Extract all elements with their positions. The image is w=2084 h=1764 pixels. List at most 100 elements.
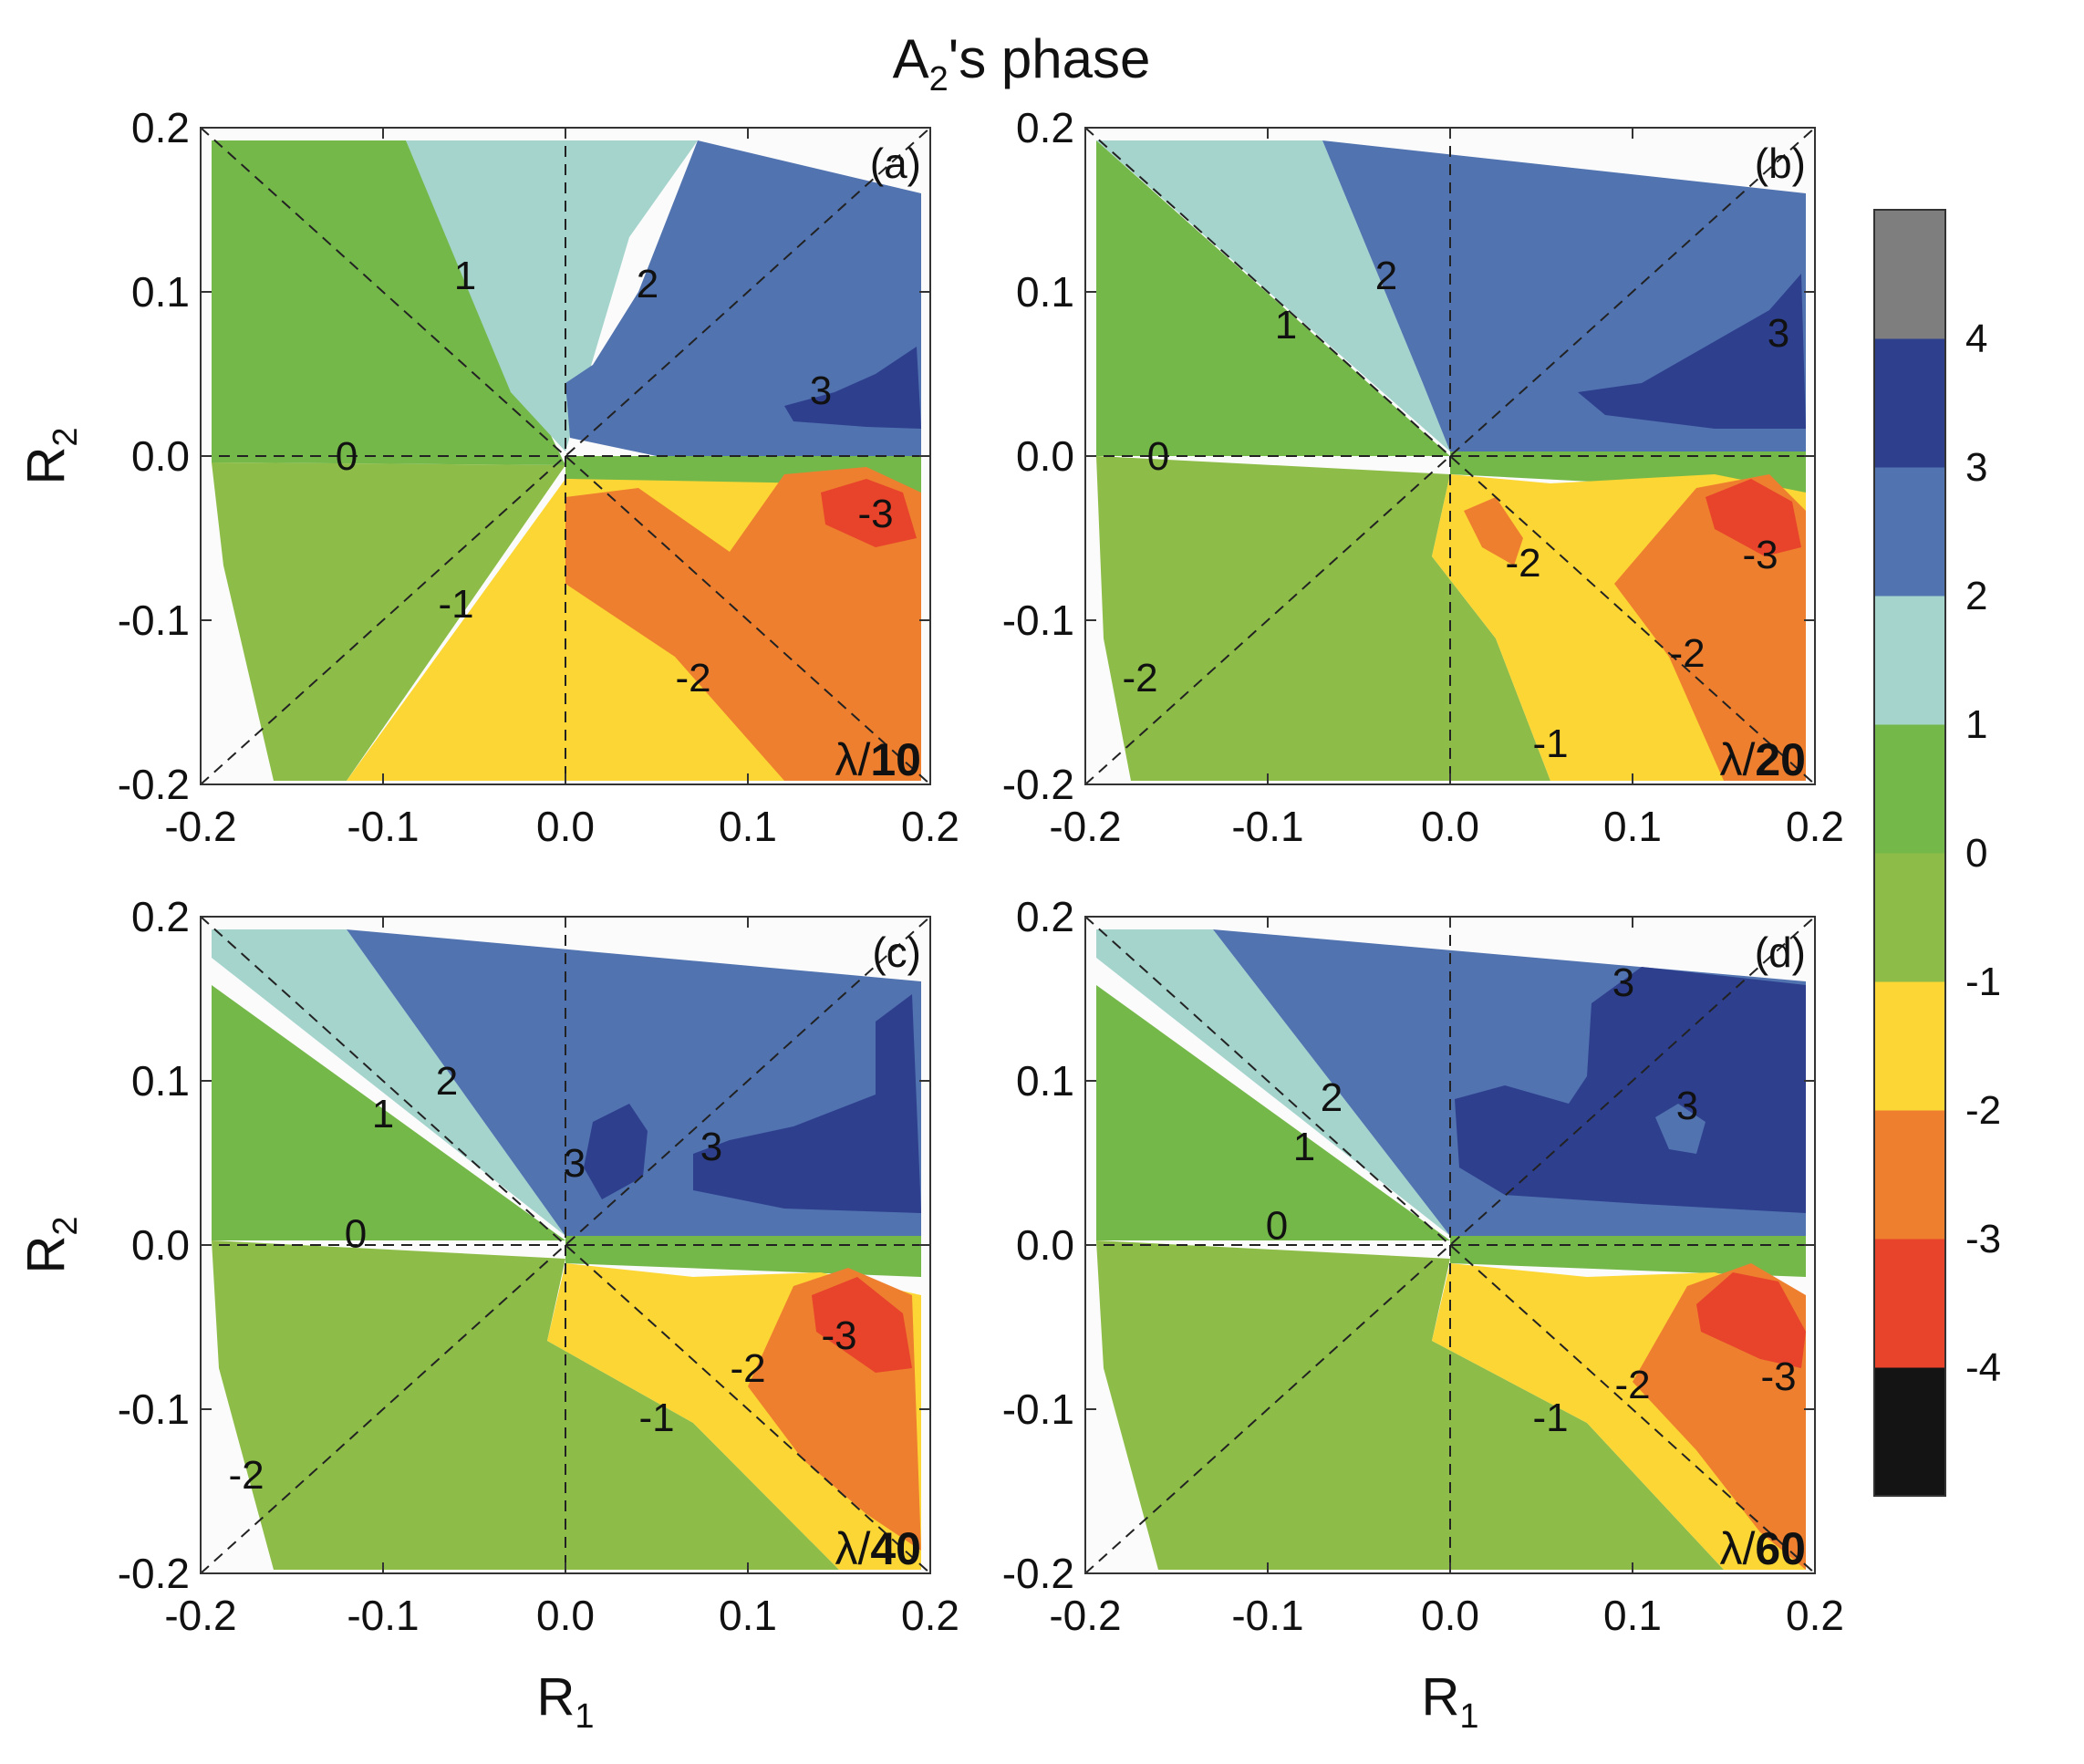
- colorbar-band: [1874, 467, 1945, 597]
- panel-c-wavelength: λ/40: [835, 1523, 921, 1574]
- colorbar-tick-label: 4: [1965, 316, 1987, 361]
- axis-ticks: -0.2 -0.1 0.0 0.1 0.2-0.2-0.10.00.10.2-0.2 -0…: [118, 104, 1844, 1639]
- colorbar-band: [1874, 981, 1945, 1111]
- panel-d-wavelength: λ/60: [1719, 1523, 1806, 1574]
- panel-c-ytick-label: 0.0: [131, 1221, 190, 1269]
- panel-b-contour-label: -2: [1505, 541, 1540, 586]
- panel-d-contour-label: 3: [1676, 1084, 1698, 1128]
- panel-b-xtick-label: -0.1: [1231, 803, 1303, 850]
- panel-b-contour-label: 2: [1375, 254, 1397, 298]
- panel-d-ytick-label: 0.0: [1016, 1221, 1074, 1269]
- panel-b-contour-label: -2: [1122, 656, 1157, 700]
- region-phase-m3-m2: [565, 467, 921, 781]
- panel-b-wavelength: λ/20: [1719, 734, 1806, 785]
- region-phase-0-1-band: [1450, 1236, 1806, 1277]
- region-phase-0-1: [212, 985, 565, 1240]
- colorbar-tick-label: -2: [1965, 1088, 2001, 1133]
- panel-a-xtick-label: -0.2: [164, 803, 236, 850]
- colorbar-tick-label: 3: [1965, 445, 1987, 490]
- panel-c-contour-label: 0: [345, 1211, 367, 1256]
- colorbar-tick-label: 0: [1965, 831, 1987, 876]
- region-phase-3-4: [784, 347, 921, 429]
- panel-a-xtick-label: 0.1: [719, 803, 777, 850]
- panel-d-ytick-label: 0.1: [1016, 1057, 1074, 1105]
- xlabel-right: R1: [1421, 1667, 1478, 1736]
- colorbar: -4 -3 -2 -1 0 1 2 3 4: [1873, 209, 2001, 1497]
- panel-c-contour-label: 2: [436, 1059, 458, 1104]
- panel-b-contour-label: 1: [1275, 303, 1297, 348]
- panel-b-label: (b): [1755, 140, 1806, 187]
- colorbar-frame: [1873, 209, 1946, 1497]
- panel-b-contours: [1085, 128, 1815, 784]
- panel-a-ytick-label: -0.1: [118, 597, 190, 644]
- panel-d-contour-label: -1: [1532, 1396, 1568, 1440]
- panel-c-contour-label: 3: [700, 1125, 722, 1169]
- panel-a-contour-label: -3: [857, 492, 893, 536]
- panel-d-contour-label: 0: [1266, 1203, 1288, 1248]
- panel-b-contour-label: 0: [1147, 434, 1169, 479]
- colorbar-band: [1874, 210, 1945, 339]
- panel-d-xtick-label: 0.2: [1786, 1592, 1844, 1639]
- panel-d-contour-label: 3: [1612, 960, 1634, 1005]
- region-phase-0-1-band: [565, 1236, 921, 1277]
- panel-d-ytick-label: -0.1: [1002, 1385, 1074, 1433]
- region-phase-3-4: [1578, 274, 1806, 429]
- panel-a-contour-label: 2: [637, 262, 658, 306]
- panel-b-ytick-label: -0.1: [1002, 597, 1074, 644]
- panel-a-wavelength: λ/10: [835, 734, 921, 785]
- panel-b-ytick-label: 0.1: [1016, 268, 1074, 316]
- region-phase-3-4: [1455, 967, 1806, 1213]
- panel-a-contour-label: -2: [675, 656, 710, 700]
- panel-c-contour-label: -2: [228, 1453, 264, 1498]
- region-phase-m4-m3: [1706, 479, 1801, 556]
- region-phase-3-4-left: [584, 1104, 648, 1199]
- colorbar-band: [1874, 596, 1945, 725]
- panel-a-xtick-label: 0.0: [536, 803, 595, 850]
- region-phase-2-3-island: [1655, 1104, 1706, 1154]
- panel-b-contour-label: 3: [1768, 311, 1789, 356]
- region-phase-m4-m3: [1696, 1272, 1806, 1368]
- colorbar-band: [1874, 1239, 1945, 1368]
- panel-a-xtick-label: 0.2: [901, 803, 959, 850]
- panel-a: (a) λ/10: [200, 127, 931, 785]
- colorbar-tick-label: -4: [1965, 1345, 2001, 1390]
- panel-c-contours: [201, 917, 930, 1573]
- panel-d: (d) λ/60: [1084, 916, 1816, 1574]
- region-phase-m4-m3: [812, 1277, 912, 1373]
- panel-a-contour-label: 1: [454, 254, 476, 298]
- panel-c-ytick-label: 0.1: [131, 1057, 190, 1105]
- panel-a-ytick-label: 0.1: [131, 268, 190, 316]
- panel-d-contour-label: -3: [1760, 1354, 1796, 1399]
- region-phase-m1-0: [1096, 1240, 1724, 1570]
- panel-c-xtick-label: 0.2: [901, 1592, 959, 1639]
- panel-c-contour-label: 1: [372, 1092, 394, 1136]
- region-phase-1-2: [406, 140, 698, 451]
- panel-d-label: (d): [1755, 929, 1806, 976]
- panel-d-contour-label: 2: [1321, 1075, 1343, 1120]
- panel-d-contours: [1085, 917, 1815, 1573]
- xlabel-left: R1: [536, 1667, 594, 1736]
- panel-c-xtick-label: 0.0: [536, 1592, 595, 1639]
- region-phase-0-1: [212, 140, 565, 465]
- panel-b-ytick-label: 0.2: [1016, 104, 1074, 151]
- panel-b-xtick-label: -0.2: [1049, 803, 1121, 850]
- panel-b-xtick-label: 0.1: [1603, 803, 1662, 850]
- panel-c-xtick-label: -0.2: [164, 1592, 236, 1639]
- panel-a-xtick-label: -0.1: [347, 803, 419, 850]
- region-phase-3-4-right: [693, 994, 921, 1213]
- panel-c-ytick-label: -0.2: [118, 1550, 190, 1597]
- region-phase-m1-0: [1096, 456, 1550, 781]
- colorbar-tick-label: -1: [1965, 960, 2001, 1004]
- ylabel-top: R2: [16, 427, 85, 484]
- panel-b-ytick-label: -0.2: [1002, 761, 1074, 808]
- region-phase-0-1: [1096, 985, 1450, 1240]
- colorbar-band: [1874, 1367, 1945, 1497]
- panel-b-xtick-label: 0.2: [1786, 803, 1844, 850]
- panel-d-xtick-label: -0.1: [1231, 1592, 1303, 1639]
- region-phase-m1-0: [212, 462, 565, 781]
- colorbar-band: [1874, 853, 1945, 982]
- panel-c-contour-label: -2: [730, 1346, 765, 1391]
- panel-a-ytick-label: 0.0: [131, 432, 190, 480]
- colorbar-tick-label: -3: [1965, 1217, 2001, 1261]
